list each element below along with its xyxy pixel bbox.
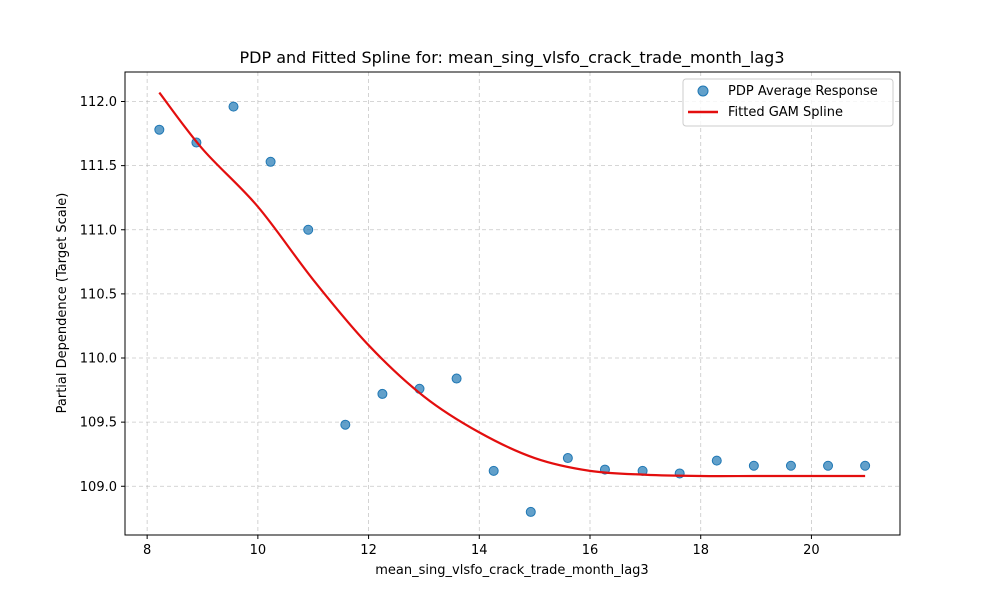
y-tick-label: 110.0 [80, 352, 117, 367]
y-axis: 109.0 109.5 110.0 110.5 111.0 111.5 112.0 [80, 95, 125, 495]
scatter-point [228, 101, 239, 112]
x-axis: 8 10 12 14 16 18 20 [143, 535, 820, 558]
x-tick-label: 14 [471, 543, 488, 558]
scatter-point [823, 460, 834, 471]
x-axis-title: mean_sing_vlsfo_crack_trade_month_lag3 [375, 563, 648, 578]
y-tick-label: 109.5 [80, 416, 117, 431]
legend: PDP Average Response Fitted GAM Spline [682, 78, 894, 127]
legend-label-scatter: PDP Average Response [728, 84, 878, 99]
legend-marker-scatter [697, 85, 709, 97]
scatter-point [340, 419, 351, 430]
scatter-point [154, 124, 165, 135]
y-tick-label: 110.5 [80, 287, 117, 302]
y-tick-label: 112.0 [80, 95, 117, 110]
legend-box [682, 78, 894, 127]
plot-frame [124, 71, 901, 536]
scatter-point [525, 506, 536, 517]
scatter-point [748, 460, 759, 471]
series-layer [154, 91, 871, 517]
y-tick-label: 111.5 [80, 159, 117, 174]
y-tick-label: 109.0 [80, 480, 117, 495]
x-tick-label: 18 [692, 543, 709, 558]
x-tick-label: 20 [803, 543, 820, 558]
scatter-point [488, 465, 499, 476]
scatter-point [451, 373, 462, 384]
legend-label-line: Fitted GAM Spline [728, 105, 843, 120]
scatter-point [711, 455, 722, 466]
grid [125, 72, 900, 535]
scatter-point [265, 156, 276, 167]
chart-title: PDP and Fitted Spline for: mean_sing_vls… [239, 48, 784, 68]
scatter-point [377, 388, 388, 399]
x-tick-label: 12 [360, 543, 377, 558]
x-tick-label: 8 [143, 543, 151, 558]
spline-line [158, 91, 866, 478]
scatter-point [785, 460, 796, 471]
scatter-point [562, 453, 573, 464]
y-axis-title: Partial Dependence (Target Scale) [55, 193, 70, 414]
x-tick-label: 16 [582, 543, 599, 558]
scatter-point [303, 224, 314, 235]
scatter-point [860, 460, 871, 471]
x-tick-label: 10 [250, 543, 267, 558]
y-tick-label: 111.0 [80, 223, 117, 238]
